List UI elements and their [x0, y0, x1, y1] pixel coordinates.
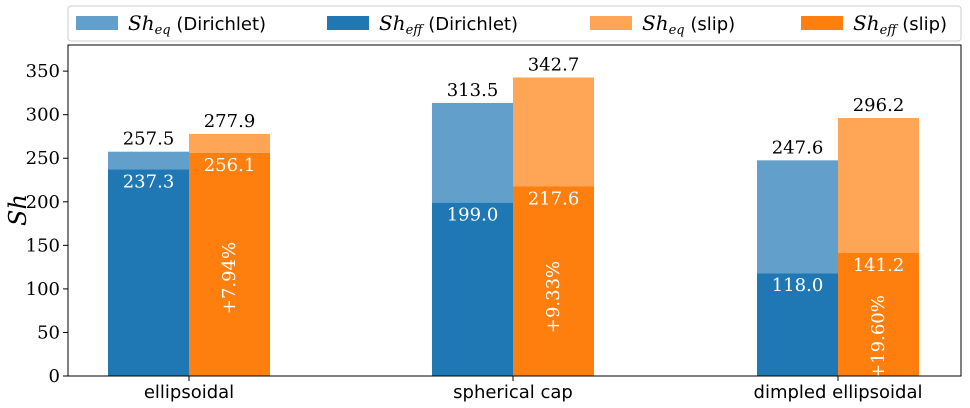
bar-slip-eff-1	[513, 186, 594, 376]
bar-dirichlet-eff-0	[108, 169, 189, 376]
x-tick-label: dimpled ellipsoidal	[754, 382, 923, 403]
legend-entry-0: Sheq (Dirichlet)	[128, 11, 266, 38]
y-tick-label: 0	[49, 366, 60, 387]
bar-slip-eq-0	[189, 133, 270, 153]
bar-dirichlet-eq-1	[432, 102, 513, 203]
x-tick-label: ellipsoidal	[144, 382, 234, 403]
bar-dirichlet-eff-2	[757, 273, 838, 376]
y-tick-label: 150	[26, 235, 60, 256]
bar-slip-eff-0	[189, 152, 270, 376]
label-dirichlet-eq-1: 313.5	[447, 80, 499, 101]
label-slip-eq-1: 342.7	[528, 54, 580, 75]
y-tick-label: 100	[26, 279, 60, 300]
bar-slip-eq-2	[838, 117, 919, 254]
legend: Sheq (Dirichlet) Sheff (Dirichlet) Sheq (s…	[67, 5, 962, 42]
y-tick-label: 350	[26, 61, 60, 82]
label-slip-eq-0: 277.9	[204, 111, 256, 132]
label-dirichlet-eff-0: 237.3	[123, 171, 175, 192]
x-tick-label: spherical cap	[453, 382, 573, 403]
y-tick-label: 200	[26, 192, 60, 213]
percent-annotation-1: +9.33%	[543, 261, 564, 333]
percent-annotation-2: +19.60%	[868, 295, 889, 379]
label-dirichlet-eq-0: 257.5	[123, 129, 175, 150]
legend-swatch-2	[590, 16, 632, 30]
legend-box	[67, 5, 962, 42]
label-slip-eq-2: 296.2	[853, 95, 905, 116]
label-slip-eff-2: 141.2	[853, 255, 905, 276]
legend-swatch-0	[76, 16, 118, 30]
y-tick-label: 300	[26, 105, 60, 126]
bar-dirichlet-eq-0	[108, 151, 189, 170]
y-axis-label: Sh	[4, 194, 32, 226]
plot-area: 257.5 237.3 313.5 199.0 247.6 118.0 277.9 256.1…	[67, 44, 962, 379]
legend-swatch-1	[327, 16, 369, 30]
legend-entry-2: Sheq (slip)	[642, 11, 735, 38]
legend-swatch-3	[801, 16, 843, 30]
y-tick-label: 250	[26, 148, 60, 169]
label-slip-eff-1: 217.6	[528, 188, 580, 209]
legend-entry-1: Sheff (Dirichlet)	[379, 11, 518, 38]
axes-frame	[67, 44, 962, 377]
label-dirichlet-eff-1: 199.0	[447, 205, 499, 226]
label-dirichlet-eff-2: 118.0	[772, 275, 824, 296]
percent-annotation-0: +7.94%	[219, 242, 240, 314]
y-tick-label: 50	[37, 322, 60, 343]
label-slip-eff-0: 256.1	[204, 155, 256, 176]
y-axis: 0 50 100 150 200 250 300 350	[26, 61, 68, 387]
bar-slip-eff-2	[838, 253, 919, 376]
legend-entry-3: Sheff (slip)	[853, 11, 947, 38]
bar-dirichlet-eff-1	[432, 202, 513, 376]
x-axis: ellipsoidal spherical cap dimpled ellipsoi…	[144, 376, 923, 403]
bar-slip-eq-1	[513, 77, 594, 187]
bar-dirichlet-eq-2	[757, 160, 838, 274]
label-dirichlet-eq-2: 247.6	[772, 137, 824, 158]
